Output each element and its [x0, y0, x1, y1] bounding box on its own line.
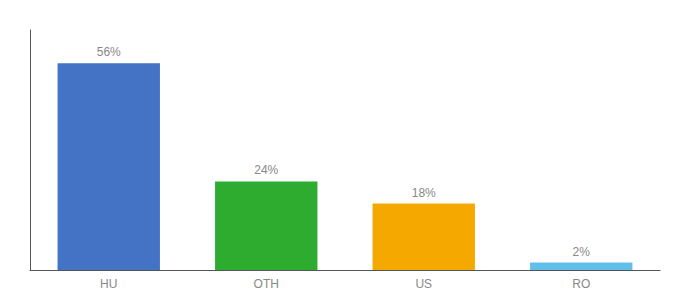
svg-text:RO: RO	[572, 277, 590, 291]
svg-text:56%: 56%	[97, 45, 121, 59]
svg-text:HU: HU	[100, 277, 117, 291]
svg-text:2%: 2%	[573, 245, 591, 259]
svg-text:24%: 24%	[254, 163, 278, 177]
svg-text:US: US	[415, 277, 432, 291]
svg-text:18%: 18%	[412, 186, 436, 200]
svg-text:OTH: OTH	[254, 277, 279, 291]
